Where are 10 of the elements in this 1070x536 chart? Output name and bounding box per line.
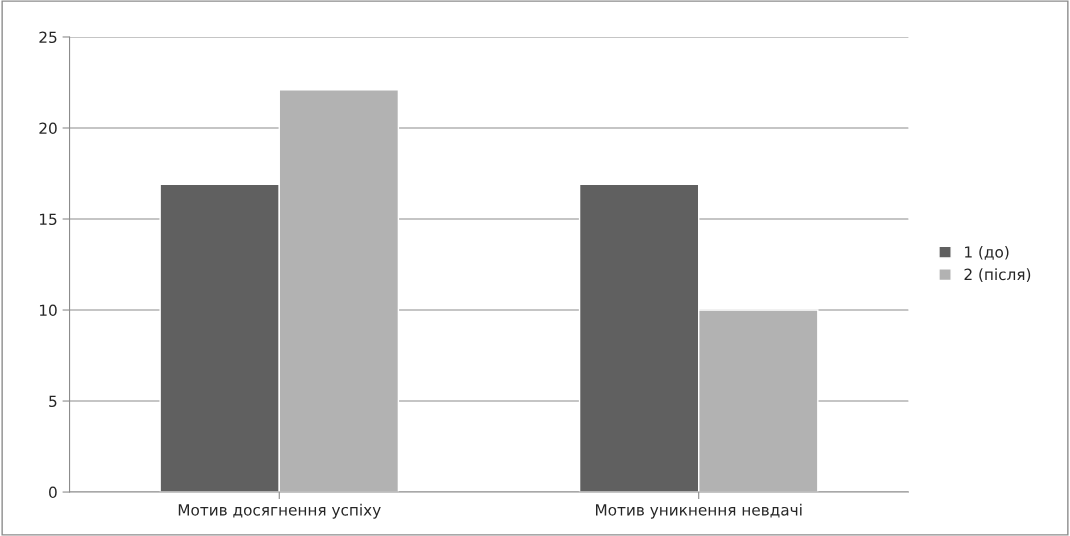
x-tick-label: Мотив досягнення успіху (178, 503, 381, 519)
y-tick-label: 15 (39, 213, 57, 226)
y-tick-label: 0 (49, 486, 57, 499)
legend-label: 2 (після) (964, 268, 1031, 282)
x-tick-label: Мотив уникнення невдачі (596, 503, 802, 519)
y-tick-label: 5 (49, 395, 57, 408)
y-tick-label: 25 (39, 31, 57, 44)
y-tick-label: 10 (39, 304, 57, 317)
legend-label: 1 (до) (965, 245, 1009, 260)
y-tick-label: 20 (39, 122, 57, 135)
